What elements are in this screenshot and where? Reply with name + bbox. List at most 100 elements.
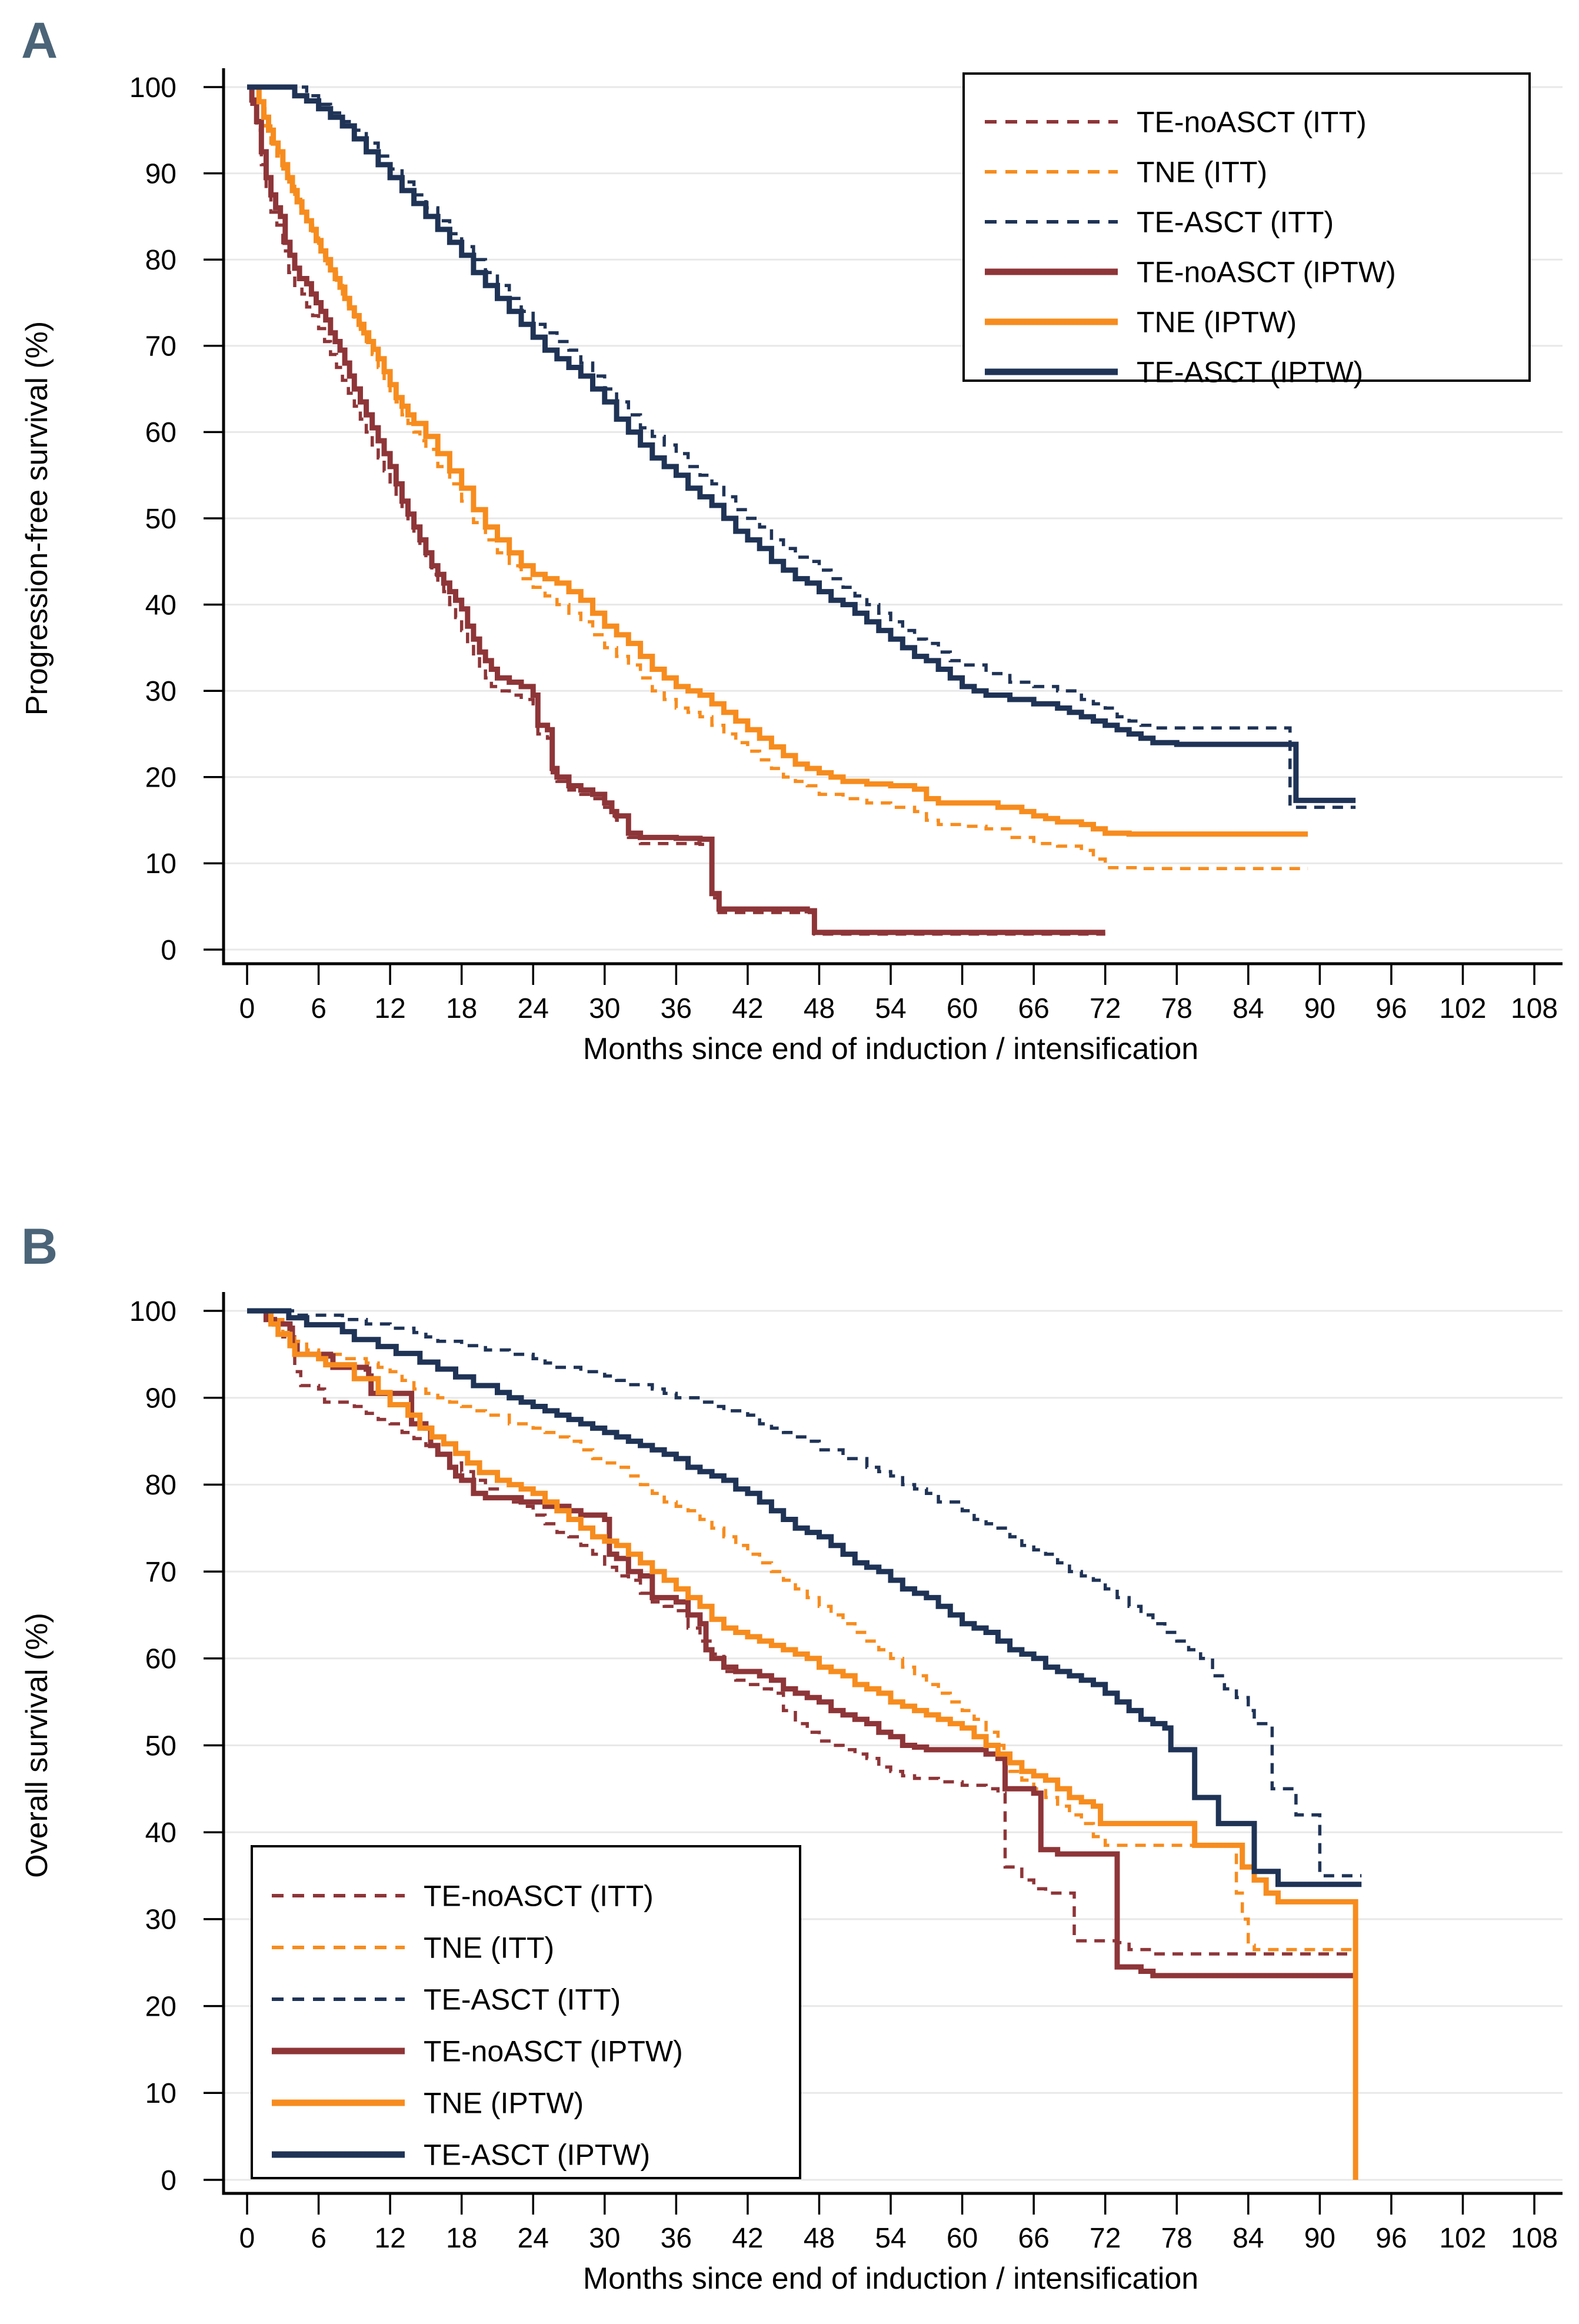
y-tick-label-40: 40 xyxy=(145,590,176,621)
y-tick-label-40: 40 xyxy=(145,1817,176,1849)
legend-panel-b: TE-noASCT (ITT) TNE (ITT) TE-ASCT (ITT) TE-… xyxy=(251,1845,801,2179)
curve-te-asct-iptw-panel-a xyxy=(247,84,1356,803)
curve-te-asct-itt-panel-b xyxy=(247,1309,1362,1877)
x-tick-group: 0 6 12 18 24 30 36 42 48 54 60 66 72 78 84 90 96 102 108 xyxy=(239,2193,1558,2254)
y-tick-group: 0 10 20 30 40 50 60 70 80 90 100 xyxy=(129,72,224,966)
y-tick-label-20: 20 xyxy=(145,1991,176,2022)
legend-box xyxy=(962,72,1531,382)
y-tick-label-10: 10 xyxy=(145,848,176,880)
y-tick-label-80: 80 xyxy=(145,1470,176,1501)
curves xyxy=(247,1308,1362,2180)
y-tick-label-10: 10 xyxy=(145,2078,176,2109)
y-tick-label-30: 30 xyxy=(145,676,176,707)
panel-letter-a: A xyxy=(21,12,58,69)
y-tick-label-30: 30 xyxy=(145,1905,176,1936)
legend-label-4: TE-noASCT (IPTW) xyxy=(424,2035,683,2068)
x-tick-label-12: 12 xyxy=(374,993,405,1024)
x-tick-label-66: 66 xyxy=(1018,993,1049,1024)
curve-te-noasct-itt-panel-b xyxy=(247,1309,1356,1956)
x-tick-label-0: 0 xyxy=(239,993,255,1024)
x-axis-title: Months since end of induction / intensif… xyxy=(583,1032,1198,1066)
x-tick-label-30: 30 xyxy=(589,993,620,1024)
y-tick-label-90: 90 xyxy=(145,1383,176,1414)
x-tick-label-96: 96 xyxy=(1375,993,1407,1024)
x-tick-label-90: 90 xyxy=(1304,993,1335,1024)
x-tick-group: 0 6 12 18 24 30 36 42 48 54 60 66 72 78 84 90 96 102 108 xyxy=(239,964,1558,1024)
curve-te-noasct-iptw-panel-a xyxy=(247,84,1105,935)
legend-label-2: TNE (ITT) xyxy=(424,1932,554,1965)
x-tick-label-102: 102 xyxy=(1439,993,1486,1024)
y-tick-label-90: 90 xyxy=(145,158,176,189)
curve-tne-iptw-panel-a xyxy=(247,84,1308,837)
y-tick-label-50: 50 xyxy=(145,504,176,535)
legend-label-3: TE-ASCT (ITT) xyxy=(1137,206,1334,239)
x-tick-label-108: 108 xyxy=(1511,2223,1558,2254)
x-tick-label-72: 72 xyxy=(1090,2223,1121,2254)
x-axis-title: Months since end of induction / intensif… xyxy=(583,2262,1198,2296)
legend-label-4: TE-noASCT (IPTW) xyxy=(1137,256,1396,289)
x-tick-label-24: 24 xyxy=(518,993,549,1024)
y-tick-label-80: 80 xyxy=(145,245,176,276)
curves xyxy=(247,84,1356,936)
x-tick-label-60: 60 xyxy=(947,993,978,1024)
y-tick-label-0: 0 xyxy=(161,935,176,966)
legend-box xyxy=(251,1845,801,2179)
x-tick-label-18: 18 xyxy=(446,993,477,1024)
y-tick-group: 0 10 20 30 40 50 60 70 80 90 100 xyxy=(129,1296,224,2196)
x-tick-label-48: 48 xyxy=(804,2223,835,2254)
y-tick-label-0: 0 xyxy=(161,2165,176,2196)
curve-te-asct-iptw-panel-b xyxy=(247,1308,1362,1887)
legend-label-5: TNE (IPTW) xyxy=(424,2087,584,2120)
x-tick-label-54: 54 xyxy=(875,2223,906,2254)
y-tick-label-100: 100 xyxy=(129,1296,176,1327)
x-tick-label-78: 78 xyxy=(1161,993,1192,1024)
x-tick-label-90: 90 xyxy=(1304,2223,1335,2254)
curve-te-asct-itt-panel-a xyxy=(247,85,1356,809)
panel-b: 0 10 20 30 40 50 60 70 80 90 100 0 6 12 18 24 30 36 42 48 54… xyxy=(20,1218,1563,2296)
x-tick-label-42: 42 xyxy=(732,993,763,1024)
panel-letter-b: B xyxy=(21,1218,58,1275)
x-tick-label-24: 24 xyxy=(518,2223,549,2254)
x-tick-label-84: 84 xyxy=(1232,2223,1264,2254)
x-tick-label-30: 30 xyxy=(589,2223,620,2254)
curve-tne-itt-panel-b xyxy=(247,1309,1356,1952)
x-tick-label-12: 12 xyxy=(374,2223,405,2254)
y-axis-title: Overall survival (%) xyxy=(20,1613,54,1878)
x-tick-label-36: 36 xyxy=(661,2223,692,2254)
x-tick-label-36: 36 xyxy=(661,993,692,1024)
x-tick-label-102: 102 xyxy=(1439,2223,1486,2254)
legend-label-5: TNE (IPTW) xyxy=(1137,306,1297,339)
y-tick-label-100: 100 xyxy=(129,72,176,104)
legend-label-1: TE-noASCT (ITT) xyxy=(424,1880,654,1913)
x-tick-label-48: 48 xyxy=(804,993,835,1024)
x-tick-label-72: 72 xyxy=(1090,993,1121,1024)
y-tick-label-70: 70 xyxy=(145,331,176,362)
x-tick-label-42: 42 xyxy=(732,2223,763,2254)
legend-label-3: TE-ASCT (ITT) xyxy=(424,1983,621,2016)
x-tick-label-96: 96 xyxy=(1375,2223,1407,2254)
x-tick-label-6: 6 xyxy=(311,993,327,1024)
curve-te-noasct-iptw-panel-b xyxy=(247,1308,1356,1979)
legend-label-2: TNE (ITT) xyxy=(1137,156,1267,189)
x-tick-label-6: 6 xyxy=(311,2223,327,2254)
legend-label-6: TE-ASCT (IPTW) xyxy=(424,2139,650,2172)
x-tick-label-78: 78 xyxy=(1161,2223,1192,2254)
x-tick-label-60: 60 xyxy=(947,2223,978,2254)
legend-panel-a: TE-noASCT (ITT) TNE (ITT) TE-ASCT (ITT) TE-… xyxy=(962,72,1531,389)
x-tick-label-66: 66 xyxy=(1018,2223,1049,2254)
y-tick-label-20: 20 xyxy=(145,763,176,794)
panel-a: 0 10 20 30 40 50 60 70 80 90 100 0 6 12 18 24 30 36 42 48 54… xyxy=(20,12,1563,1066)
y-tick-label-50: 50 xyxy=(145,1730,176,1762)
y-tick-label-60: 60 xyxy=(145,1644,176,1675)
y-axis-title: Progression-free survival (%) xyxy=(20,321,54,715)
x-tick-label-18: 18 xyxy=(446,2223,477,2254)
curve-tne-iptw-panel-b xyxy=(247,1308,1358,2180)
x-tick-label-54: 54 xyxy=(875,993,906,1024)
y-tick-label-60: 60 xyxy=(145,417,176,448)
legend-label-6: TE-ASCT (IPTW) xyxy=(1137,356,1363,389)
x-tick-label-84: 84 xyxy=(1232,993,1264,1024)
x-tick-label-108: 108 xyxy=(1511,993,1558,1024)
y-tick-label-70: 70 xyxy=(145,1557,176,1588)
